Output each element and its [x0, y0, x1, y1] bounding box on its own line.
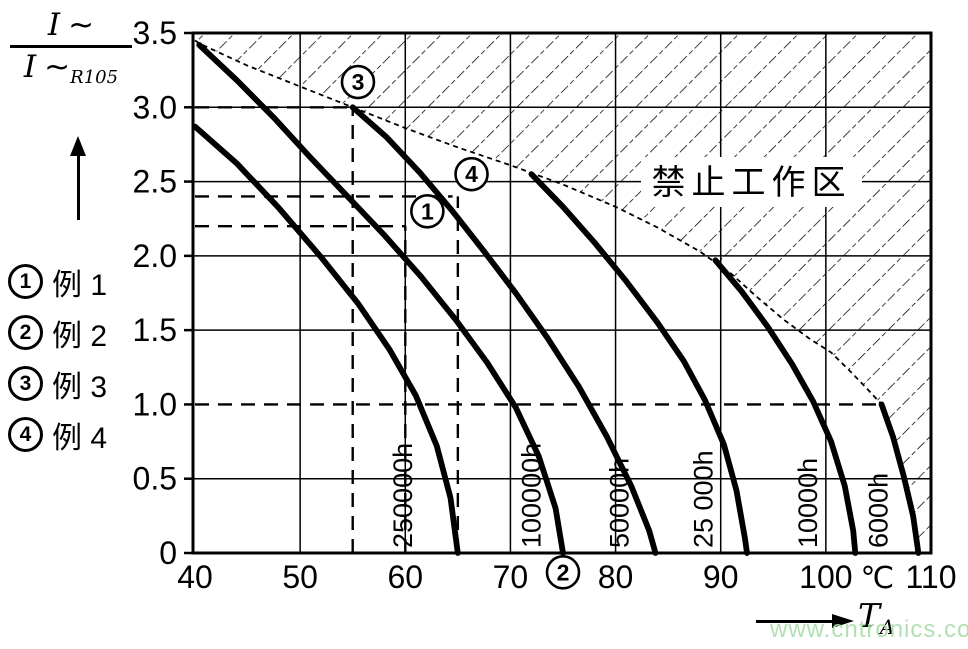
ytick-label-0.5: 0.5: [133, 461, 177, 497]
y-axis-label-denominator: I ∼R105: [23, 49, 119, 89]
xtick-label-80: 80: [598, 559, 634, 595]
xtick-label-110: 110: [905, 559, 956, 595]
xtick-label-70: 70: [493, 559, 529, 595]
curve-10000h: [712, 257, 859, 556]
curve-6000h: [878, 401, 922, 556]
ytick-label-1: 1.0: [133, 386, 177, 422]
svg-text:2: 2: [557, 559, 570, 585]
legend: 1 例 1 2 例 2 3 例 3 4 例 4: [8, 256, 138, 460]
xtick-label-90: 90: [703, 559, 739, 595]
curve-label-50000h: 50000h: [605, 458, 635, 548]
ytick-label-2.5: 2.5: [133, 164, 177, 200]
circled-4-icon: 4: [8, 417, 43, 452]
curve-250000h: [192, 123, 461, 556]
ytick-label-3: 3.0: [133, 89, 177, 125]
xtick-label-50: 50: [282, 559, 318, 595]
curve-label-6000h: 6000h: [863, 473, 893, 548]
marker-3: 3: [340, 64, 376, 100]
y-axis-label-numerator: I ∼: [47, 7, 95, 43]
curve-100000h: [196, 42, 566, 556]
fraction-rule: [10, 45, 132, 49]
x-axis-label: TA: [756, 596, 916, 646]
ytick-label-1.5: 1.5: [133, 312, 177, 348]
svg-text:3: 3: [352, 69, 365, 95]
circled-3-icon: 3: [8, 366, 43, 401]
curve-label-10000h: 10000h: [793, 458, 823, 548]
curve-25000h: [528, 171, 750, 556]
svg-text:1: 1: [421, 198, 434, 224]
curve-label-250000h: 250000h: [388, 443, 418, 548]
xtick-label-60: 60: [387, 559, 423, 595]
curve-label-25000h: 25 000h: [689, 450, 719, 548]
xtick-label-100: 100: [799, 559, 852, 595]
legend-item-1: 1 例 1: [8, 256, 138, 307]
xtick-label-40: 40: [177, 559, 213, 595]
circled-1-icon: 1: [8, 264, 43, 299]
right-arrow-icon: [756, 620, 836, 623]
forbidden-label-box: [641, 157, 862, 207]
plot-frame: [191, 31, 933, 555]
up-arrow-icon: [64, 136, 92, 222]
right-arrow-head-icon: [832, 614, 854, 628]
x-unit-label: ℃: [861, 562, 895, 595]
y-axis-label: I ∼ I ∼R105: [10, 8, 132, 88]
marker-2: 2: [545, 555, 581, 590]
ytick-label-3.5: 3.5: [133, 15, 177, 51]
ytick-label-0: 0: [159, 535, 177, 571]
ytick-label-2: 2.0: [133, 238, 177, 274]
curve-label-100000h: 100000h: [516, 443, 546, 548]
legend-item-2: 2 例 2: [8, 307, 138, 358]
svg-text:4: 4: [465, 161, 478, 187]
watermark: www.cntronics.com: [770, 616, 968, 643]
forbidden-label: 禁止工作区: [652, 164, 852, 202]
legend-item-4: 4 例 4: [8, 409, 138, 460]
circled-2-icon: 2: [8, 315, 43, 350]
legend-item-3: 3 例 3: [8, 358, 138, 409]
marker-4: 4: [454, 156, 489, 192]
marker-1: 1: [410, 193, 445, 229]
curve-50000h: [349, 104, 659, 556]
